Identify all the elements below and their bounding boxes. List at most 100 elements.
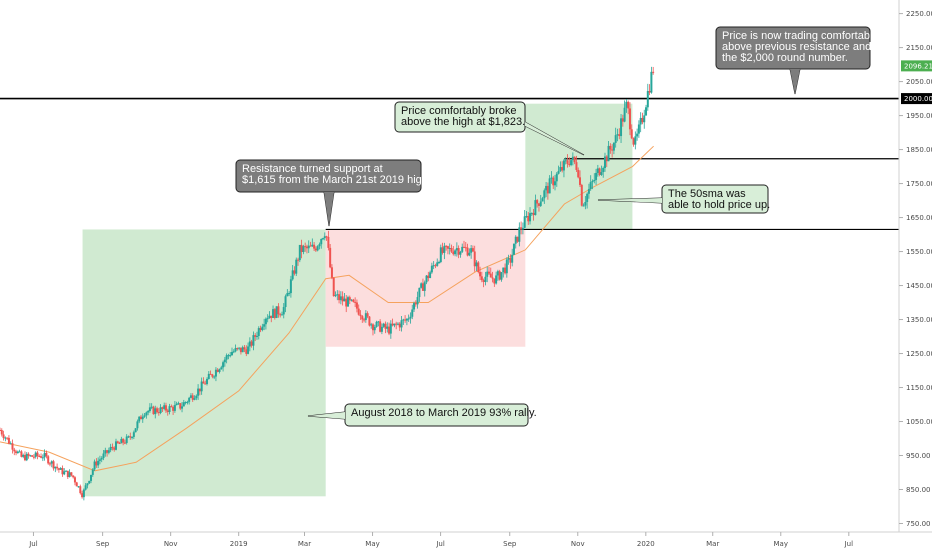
candle-body — [327, 236, 330, 248]
candle-body — [471, 248, 474, 252]
candle-body — [395, 323, 398, 325]
time-axis[interactable]: Jul Sep Nov 2019 Mar May Jul Sep Nov 2020 Mar May Ju… — [0, 531, 932, 548]
candle-body — [70, 472, 73, 476]
candle-body — [464, 247, 467, 249]
candle-body — [616, 134, 619, 136]
candle-body — [345, 298, 348, 307]
candle-body — [468, 252, 471, 256]
candle-body — [111, 446, 114, 448]
x-tick-label: Mar — [706, 540, 719, 548]
candle-body — [393, 323, 396, 326]
candle-body — [627, 101, 630, 109]
candle-body — [496, 271, 499, 276]
candle-body — [375, 321, 378, 327]
candle-body — [593, 179, 596, 181]
candle-body — [273, 309, 276, 318]
candle-body — [284, 296, 287, 308]
candle-body — [288, 293, 291, 295]
candle-body — [564, 160, 567, 162]
candle-body — [295, 259, 298, 274]
candle-body — [516, 236, 519, 242]
candle-body — [380, 326, 383, 332]
candle-body — [562, 160, 565, 171]
ann-top-right-line: above previous resistance and — [722, 41, 871, 53]
candle-body — [38, 456, 41, 458]
zone-green-0 — [82, 229, 326, 497]
candle-body — [304, 246, 307, 248]
candle-body — [391, 323, 394, 326]
candle-body — [127, 436, 130, 438]
ann-resistance-pointer-fill — [324, 192, 334, 226]
candle-body — [373, 326, 376, 331]
candle-body — [609, 145, 612, 150]
candle-body — [88, 480, 91, 484]
candle-body — [355, 302, 358, 309]
candle-body — [418, 287, 421, 298]
candle-body — [343, 298, 346, 302]
candle-body — [104, 450, 107, 454]
candle-body — [81, 493, 84, 498]
candle-body — [234, 348, 237, 352]
ann-sma-line: able to hold price up. — [668, 199, 770, 211]
candle-body — [279, 314, 282, 316]
candle-body — [148, 407, 151, 412]
candle-body — [143, 415, 146, 417]
candle-body — [247, 346, 250, 354]
candle-body — [407, 318, 410, 320]
candle-body — [555, 173, 558, 182]
candle-body — [413, 303, 416, 310]
candle-body — [603, 156, 606, 169]
ann-sma-line: The 50sma was — [668, 188, 746, 200]
candle-body — [264, 318, 267, 325]
candle-body — [334, 295, 337, 297]
candle-body — [161, 407, 164, 409]
ann-resistance: Resistance turned support at$1,615 from … — [235, 159, 431, 227]
ann-resistance-line: Resistance turned support at — [242, 163, 383, 175]
candle-body — [559, 167, 562, 171]
candle-body — [452, 251, 455, 255]
y-tick-label: 2050.00 — [906, 78, 932, 86]
candle-body — [309, 245, 312, 247]
price-axis[interactable]: 2250.00 2150.00 2050.00 1950.00 1850.00 1750.… — [898, 0, 932, 550]
x-tick-label: 2019 — [230, 540, 248, 548]
candle-body — [181, 406, 184, 409]
y-tick-label: 1250.00 — [906, 350, 932, 358]
candle-body — [305, 246, 308, 249]
candle-body — [229, 355, 232, 357]
candle-body — [7, 437, 10, 444]
candle-body — [521, 227, 524, 230]
candle-body — [113, 447, 116, 450]
candle-body — [618, 134, 621, 137]
candle-body — [502, 267, 505, 273]
candle-body — [20, 451, 23, 457]
candle-body — [536, 200, 539, 204]
candle-body — [209, 373, 212, 375]
candle-body — [107, 450, 110, 453]
candle-body — [72, 475, 75, 478]
candle-body — [571, 156, 574, 161]
candle-body — [359, 314, 362, 317]
y-tick-label: 1750.00 — [906, 180, 932, 188]
horizontal-levels — [0, 97, 899, 231]
candle-body — [173, 405, 176, 411]
candle-body — [227, 355, 230, 357]
candle-body — [484, 276, 487, 282]
candle-body — [514, 236, 517, 244]
ann-top-right-line: Price is now trading comfortably — [722, 30, 878, 42]
candle-body — [398, 323, 401, 328]
candle-body — [182, 402, 185, 407]
candle-body — [2, 434, 5, 439]
candle-body — [311, 244, 314, 247]
candle-body — [386, 326, 389, 329]
candle-body — [307, 245, 310, 249]
candle-body — [529, 213, 532, 222]
candle-body — [66, 470, 69, 478]
candle-body — [520, 227, 523, 230]
candle-body — [637, 124, 640, 134]
candle-body — [31, 455, 34, 457]
candle-body — [579, 177, 581, 185]
candle-body — [523, 216, 526, 228]
candle-body — [459, 251, 462, 255]
